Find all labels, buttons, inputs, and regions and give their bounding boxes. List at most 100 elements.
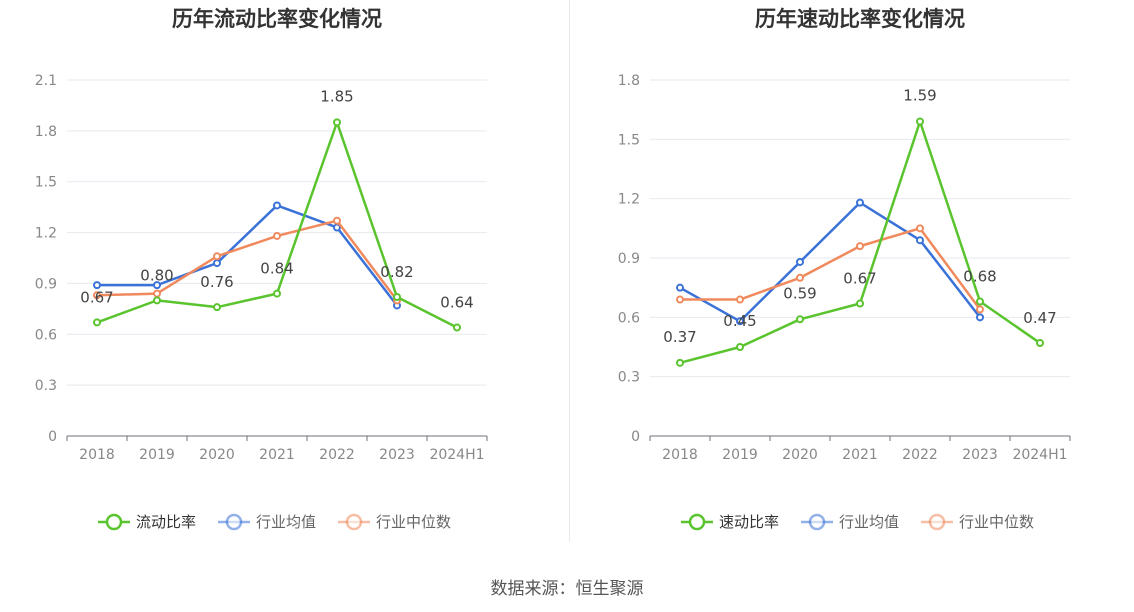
data-point [976, 297, 984, 306]
y-tick-label: 0.9 [35, 276, 57, 292]
x-tick-label: 2021 [842, 447, 878, 463]
data-label: 0.64 [440, 294, 473, 312]
data-label: 0.76 [200, 273, 233, 291]
legend-label: 行业中位数 [959, 513, 1034, 531]
y-tick-label: 0.6 [618, 310, 640, 326]
x-tick-label: 2023 [379, 447, 415, 463]
x-tick-label: 2022 [319, 447, 355, 463]
legend-label: 速动比率 [719, 513, 779, 531]
chart-title: 历年流动比率变化情况 [172, 7, 382, 31]
data-point [273, 289, 281, 298]
data-point [153, 289, 161, 298]
y-tick-label: 0 [48, 429, 57, 445]
x-tick-label: 2022 [902, 447, 938, 463]
y-tick-label: 0.9 [618, 251, 640, 267]
data-point [856, 198, 864, 207]
data-point [736, 317, 744, 326]
data-point [916, 236, 924, 245]
chart-divider [569, 0, 570, 542]
data-point [976, 305, 984, 314]
data-point [333, 118, 341, 127]
data-point [676, 295, 684, 304]
legend-label: 行业均值 [256, 513, 316, 531]
x-tick-label: 2018 [662, 447, 698, 463]
data-point [213, 259, 221, 268]
x-tick-label: 2019 [722, 447, 758, 463]
data-point [213, 303, 221, 312]
y-tick-label: 1.5 [618, 132, 640, 148]
data-point [453, 323, 461, 332]
data-point [856, 242, 864, 251]
legend-item: 行业中位数 [921, 513, 1034, 531]
data-label: 1.59 [903, 87, 936, 105]
chart-2: 历年速动比率变化情况 0 0.3 0.6 0.9 1.2 1.5 1.8 2018 2019 202… [618, 7, 1071, 531]
y-tick-label: 0.3 [35, 378, 57, 394]
legend-marker [225, 513, 243, 531]
data-point [676, 283, 684, 292]
series-line [96, 219, 398, 302]
data-point [736, 295, 744, 304]
data-point [333, 216, 341, 225]
y-tick-label: 1.8 [618, 73, 640, 89]
legend-marker [688, 513, 706, 531]
series-line [679, 201, 981, 323]
y-tick-label: 0.6 [35, 327, 57, 343]
y-tick-label: 1.2 [35, 226, 57, 242]
data-point [736, 343, 744, 351]
legend-label: 行业均值 [839, 513, 899, 531]
legend-item: 行业均值 [801, 513, 899, 531]
data-label: 0.82 [380, 263, 413, 281]
x-tick-label: 2021 [259, 447, 295, 463]
legend-marker [808, 513, 826, 531]
legend-item: 行业均值 [218, 513, 316, 531]
data-point [273, 231, 281, 240]
data-label: 0.59 [783, 284, 816, 302]
data-point [93, 281, 101, 290]
series-line [97, 204, 398, 307]
data-point [93, 318, 101, 327]
y-tick-label: 2.1 [35, 73, 57, 89]
data-source-note: 数据来源：恒生聚源 [490, 579, 644, 599]
legend-label: 行业中位数 [376, 513, 451, 531]
data-point [916, 117, 924, 126]
x-tick-label: 2019 [139, 447, 175, 463]
data-point [153, 296, 161, 305]
x-tick-label: 2020 [782, 447, 818, 463]
data-point [153, 281, 161, 290]
data-point [976, 313, 984, 322]
data-point [1036, 339, 1044, 348]
chart-title: 历年速动比率变化情况 [755, 7, 965, 31]
legend-item: 流动比率 [98, 513, 196, 531]
legend-marker [928, 513, 946, 531]
data-point [273, 201, 281, 210]
legend-item: 行业中位数 [338, 513, 451, 531]
data-point [676, 358, 684, 367]
legend-label: 流动比率 [136, 513, 196, 531]
legend-item: 速动比率 [681, 513, 779, 531]
y-tick-label: 1.5 [35, 175, 57, 191]
data-label: 0.84 [260, 260, 293, 278]
data-point [916, 224, 924, 233]
data-point [393, 292, 401, 301]
x-tick-label: 2020 [199, 447, 235, 463]
x-tick-label: 2018 [79, 447, 115, 463]
legend-marker [105, 513, 123, 531]
data-point [796, 315, 804, 324]
data-label: 0.80 [140, 266, 173, 284]
x-tick-label: 2023 [962, 447, 998, 463]
data-label: 0.45 [723, 312, 756, 330]
data-point [796, 273, 804, 282]
y-tick-label: 0 [631, 429, 640, 445]
series-line [680, 227, 982, 311]
y-tick-label: 1.2 [618, 192, 640, 208]
chart-1: 历年流动比率变化情况 0 0.3 0.6 0.9 1.2 1.5 1.8 2.1 2018 2019… [35, 7, 488, 531]
data-label: 0.37 [663, 328, 696, 346]
data-label: 0.47 [1023, 309, 1056, 327]
data-point [213, 252, 221, 261]
y-tick-label: 0.3 [618, 370, 640, 386]
x-tick-label: 2024H1 [429, 447, 484, 463]
x-tick-label: 2024H1 [1012, 447, 1067, 463]
data-point [93, 291, 101, 300]
data-label: 0.67 [843, 269, 876, 287]
